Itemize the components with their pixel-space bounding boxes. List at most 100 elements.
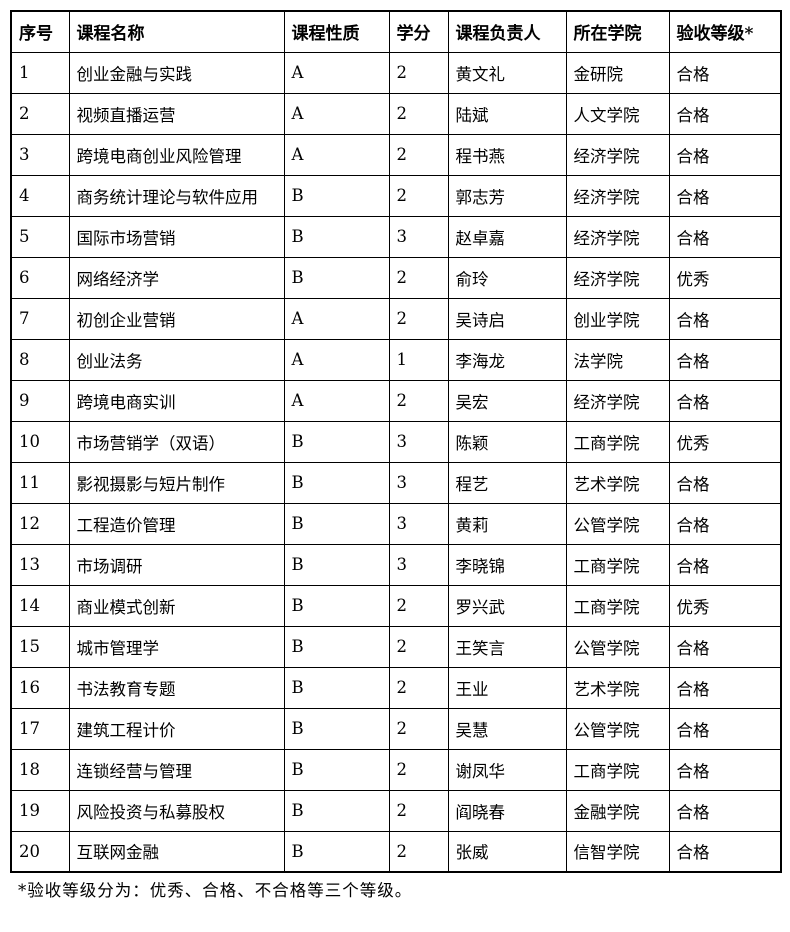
header-cell-no: 序号	[10, 10, 70, 53]
cell-college: 经济学院	[565, 256, 670, 299]
cell-name: 风险投资与私募股权	[68, 789, 285, 832]
cell-nature: B	[283, 256, 390, 299]
table-row: 10 市场营销学（双语） B 3 陈颖 工商学院 优秀	[10, 420, 782, 463]
cell-name: 连锁经营与管理	[68, 748, 285, 791]
cell-credits: 2	[388, 92, 449, 135]
cell-credits: 3	[388, 543, 449, 586]
cell-no: 16	[10, 666, 70, 709]
cell-grade: 合格	[668, 830, 782, 873]
cell-leader: 黄文礼	[447, 51, 567, 94]
cell-nature: B	[283, 543, 390, 586]
cell-no: 10	[10, 420, 70, 463]
cell-credits: 1	[388, 338, 449, 381]
cell-nature: B	[283, 215, 390, 258]
cell-nature: B	[283, 830, 390, 873]
cell-name: 市场调研	[68, 543, 285, 586]
cell-credits: 2	[388, 297, 449, 340]
cell-name: 创业金融与实践	[68, 51, 285, 94]
cell-no: 11	[10, 461, 70, 504]
cell-grade: 合格	[668, 215, 782, 258]
table-row: 8 创业法务 A 1 李海龙 法学院 合格	[10, 338, 782, 381]
cell-nature: A	[283, 338, 390, 381]
cell-nature: B	[283, 584, 390, 627]
header-row: 序号 课程名称 课程性质 学分 课程负责人 所在学院 验收等级*	[10, 10, 782, 53]
header-cell-grade: 验收等级*	[668, 10, 782, 53]
cell-nature: A	[283, 133, 390, 176]
cell-no: 17	[10, 707, 70, 750]
cell-no: 9	[10, 379, 70, 422]
cell-no: 7	[10, 297, 70, 340]
cell-credits: 2	[388, 666, 449, 709]
cell-no: 15	[10, 625, 70, 668]
course-table-body: 1 创业金融与实践 A 2 黄文礼 金研院 合格 2 视频直播运营 A 2 陆斌 人文学院 合格 3 跨境电商…	[10, 51, 782, 873]
cell-name: 影视摄影与短片制作	[68, 461, 285, 504]
cell-leader: 陈颖	[447, 420, 567, 463]
cell-leader: 阎晓春	[447, 789, 567, 832]
cell-no: 19	[10, 789, 70, 832]
table-row: 12 工程造价管理 B 3 黄莉 公管学院 合格	[10, 502, 782, 545]
cell-name: 视频直播运营	[68, 92, 285, 135]
table-row: 1 创业金融与实践 A 2 黄文礼 金研院 合格	[10, 51, 782, 94]
cell-leader: 张威	[447, 830, 567, 873]
cell-no: 8	[10, 338, 70, 381]
cell-credits: 2	[388, 789, 449, 832]
cell-college: 经济学院	[565, 133, 670, 176]
cell-no: 12	[10, 502, 70, 545]
cell-name: 建筑工程计价	[68, 707, 285, 750]
cell-grade: 合格	[668, 133, 782, 176]
table-row: 5 国际市场营销 B 3 赵卓嘉 经济学院 合格	[10, 215, 782, 258]
cell-leader: 程艺	[447, 461, 567, 504]
cell-college: 工商学院	[565, 584, 670, 627]
cell-name: 市场营销学（双语）	[68, 420, 285, 463]
cell-college: 艺术学院	[565, 666, 670, 709]
cell-grade: 合格	[668, 461, 782, 504]
cell-name: 互联网金融	[68, 830, 285, 873]
cell-grade: 合格	[668, 92, 782, 135]
course-table: 序号 课程名称 课程性质 学分 课程负责人 所在学院 验收等级* 1 创业金融与实践 A 2 黄文礼…	[10, 10, 782, 873]
cell-credits: 3	[388, 461, 449, 504]
cell-name: 初创企业营销	[68, 297, 285, 340]
cell-college: 工商学院	[565, 543, 670, 586]
cell-college: 金融学院	[565, 789, 670, 832]
cell-leader: 陆斌	[447, 92, 567, 135]
cell-leader: 王业	[447, 666, 567, 709]
cell-grade: 合格	[668, 297, 782, 340]
cell-college: 经济学院	[565, 215, 670, 258]
cell-no: 1	[10, 51, 70, 94]
cell-no: 4	[10, 174, 70, 217]
cell-grade: 优秀	[668, 420, 782, 463]
cell-leader: 罗兴武	[447, 584, 567, 627]
cell-leader: 李晓锦	[447, 543, 567, 586]
footnote: *验收等级分为：优秀、合格、不合格等三个等级。	[18, 881, 413, 900]
cell-name: 跨境电商创业风险管理	[68, 133, 285, 176]
cell-nature: A	[283, 92, 390, 135]
cell-grade: 合格	[668, 707, 782, 750]
cell-credits: 2	[388, 625, 449, 668]
cell-grade: 合格	[668, 338, 782, 381]
cell-nature: B	[283, 625, 390, 668]
cell-credits: 3	[388, 502, 449, 545]
cell-name: 网络经济学	[68, 256, 285, 299]
cell-grade: 合格	[668, 748, 782, 791]
table-row: 18 连锁经营与管理 B 2 谢凤华 工商学院 合格	[10, 748, 782, 791]
table-row: 19 风险投资与私募股权 B 2 阎晓春 金融学院 合格	[10, 789, 782, 832]
cell-name: 城市管理学	[68, 625, 285, 668]
table-row: 4 商务统计理论与软件应用 B 2 郭志芳 经济学院 合格	[10, 174, 782, 217]
cell-leader: 王笑言	[447, 625, 567, 668]
cell-name: 创业法务	[68, 338, 285, 381]
cell-name: 工程造价管理	[68, 502, 285, 545]
cell-grade: 合格	[668, 666, 782, 709]
cell-no: 20	[10, 830, 70, 873]
cell-college: 法学院	[565, 338, 670, 381]
cell-grade: 合格	[668, 51, 782, 94]
cell-no: 18	[10, 748, 70, 791]
cell-college: 公管学院	[565, 625, 670, 668]
cell-nature: B	[283, 789, 390, 832]
cell-grade: 合格	[668, 543, 782, 586]
header-cell-college: 所在学院	[565, 10, 670, 53]
table-row: 11 影视摄影与短片制作 B 3 程艺 艺术学院 合格	[10, 461, 782, 504]
cell-credits: 2	[388, 133, 449, 176]
cell-college: 经济学院	[565, 379, 670, 422]
cell-grade: 优秀	[668, 256, 782, 299]
cell-college: 公管学院	[565, 502, 670, 545]
